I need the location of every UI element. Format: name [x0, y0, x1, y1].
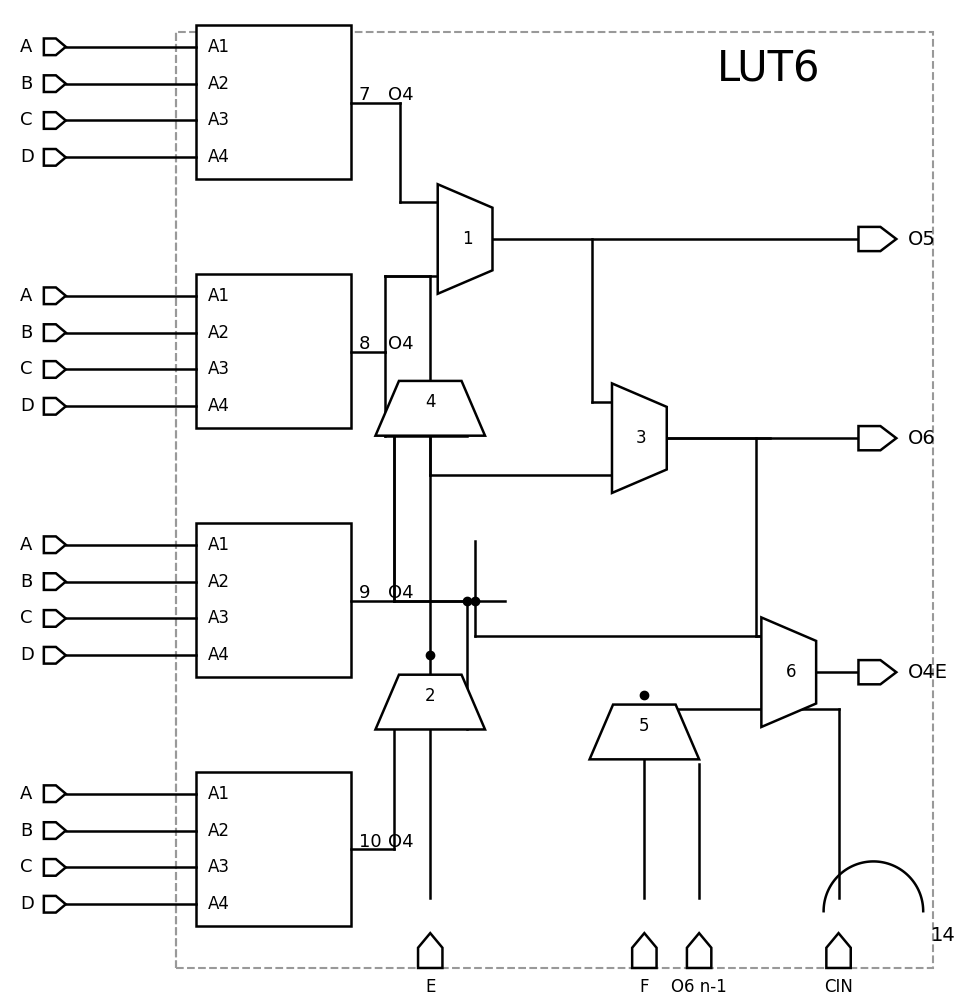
Text: C: C — [20, 360, 32, 378]
Polygon shape — [826, 933, 850, 968]
Text: A4: A4 — [208, 397, 230, 415]
Polygon shape — [44, 38, 65, 55]
Polygon shape — [44, 859, 65, 876]
Text: A: A — [20, 38, 32, 56]
Text: A4: A4 — [208, 895, 230, 913]
Polygon shape — [44, 324, 65, 341]
Polygon shape — [858, 660, 895, 684]
Polygon shape — [375, 381, 485, 436]
Bar — [196, 25, 350, 179]
Text: O6 n-1: O6 n-1 — [670, 978, 726, 996]
Text: A3: A3 — [208, 360, 230, 378]
Text: F: F — [639, 978, 649, 996]
Bar — [196, 274, 350, 428]
Text: B: B — [20, 573, 32, 591]
Text: B: B — [20, 324, 32, 342]
Text: 5: 5 — [638, 717, 649, 735]
Polygon shape — [438, 184, 492, 294]
Polygon shape — [631, 933, 656, 968]
Text: A: A — [20, 287, 32, 305]
Text: O4: O4 — [388, 335, 413, 353]
Text: O4: O4 — [388, 833, 413, 851]
Text: O4: O4 — [388, 584, 413, 602]
Polygon shape — [44, 536, 65, 553]
Text: 3: 3 — [635, 429, 646, 447]
Text: C: C — [20, 609, 32, 627]
Text: C: C — [20, 858, 32, 876]
Text: A1: A1 — [208, 38, 230, 56]
Polygon shape — [44, 822, 65, 839]
Text: 1: 1 — [461, 230, 472, 248]
Polygon shape — [44, 647, 65, 664]
Text: 9: 9 — [359, 584, 369, 602]
Polygon shape — [589, 705, 699, 759]
Text: LUT6: LUT6 — [716, 49, 820, 91]
Polygon shape — [44, 610, 65, 627]
Bar — [176, 32, 932, 968]
Polygon shape — [417, 933, 442, 968]
Polygon shape — [44, 75, 65, 92]
Polygon shape — [44, 785, 65, 802]
Polygon shape — [44, 573, 65, 590]
Text: 4: 4 — [425, 393, 435, 411]
Text: A2: A2 — [208, 573, 230, 591]
Text: 8: 8 — [359, 335, 369, 353]
Text: O5: O5 — [908, 230, 935, 249]
Polygon shape — [760, 617, 815, 727]
Text: B: B — [20, 75, 32, 93]
Polygon shape — [44, 896, 65, 913]
Text: A1: A1 — [208, 287, 230, 305]
Text: D: D — [20, 148, 34, 166]
Polygon shape — [858, 227, 895, 251]
Text: O4E: O4E — [908, 663, 948, 682]
Text: D: D — [20, 895, 34, 913]
Text: A: A — [20, 536, 32, 554]
Text: 2: 2 — [424, 687, 435, 705]
Polygon shape — [44, 149, 65, 166]
Text: B: B — [20, 822, 32, 840]
Bar — [196, 772, 350, 926]
Text: E: E — [425, 978, 435, 996]
Text: 14: 14 — [930, 926, 955, 945]
Text: 7: 7 — [359, 86, 369, 104]
Polygon shape — [375, 675, 485, 729]
Polygon shape — [686, 933, 710, 968]
Text: A1: A1 — [208, 785, 230, 803]
Text: A1: A1 — [208, 536, 230, 554]
Polygon shape — [44, 398, 65, 415]
Polygon shape — [44, 112, 65, 129]
Text: D: D — [20, 397, 34, 415]
Text: A4: A4 — [208, 148, 230, 166]
Text: A3: A3 — [208, 858, 230, 876]
Text: 10: 10 — [359, 833, 381, 851]
Polygon shape — [44, 361, 65, 378]
Text: A2: A2 — [208, 324, 230, 342]
Polygon shape — [612, 383, 666, 493]
Text: A4: A4 — [208, 646, 230, 664]
Text: O4: O4 — [388, 86, 413, 104]
Bar — [196, 523, 350, 677]
Text: A3: A3 — [208, 609, 230, 627]
Text: C: C — [20, 111, 32, 129]
Text: A2: A2 — [208, 822, 230, 840]
Text: A2: A2 — [208, 75, 230, 93]
Text: D: D — [20, 646, 34, 664]
Text: 6: 6 — [785, 663, 795, 681]
Polygon shape — [44, 287, 65, 304]
Text: CIN: CIN — [824, 978, 852, 996]
Text: O6: O6 — [908, 429, 935, 448]
Text: A3: A3 — [208, 111, 230, 129]
Text: A: A — [20, 785, 32, 803]
Polygon shape — [858, 426, 895, 450]
